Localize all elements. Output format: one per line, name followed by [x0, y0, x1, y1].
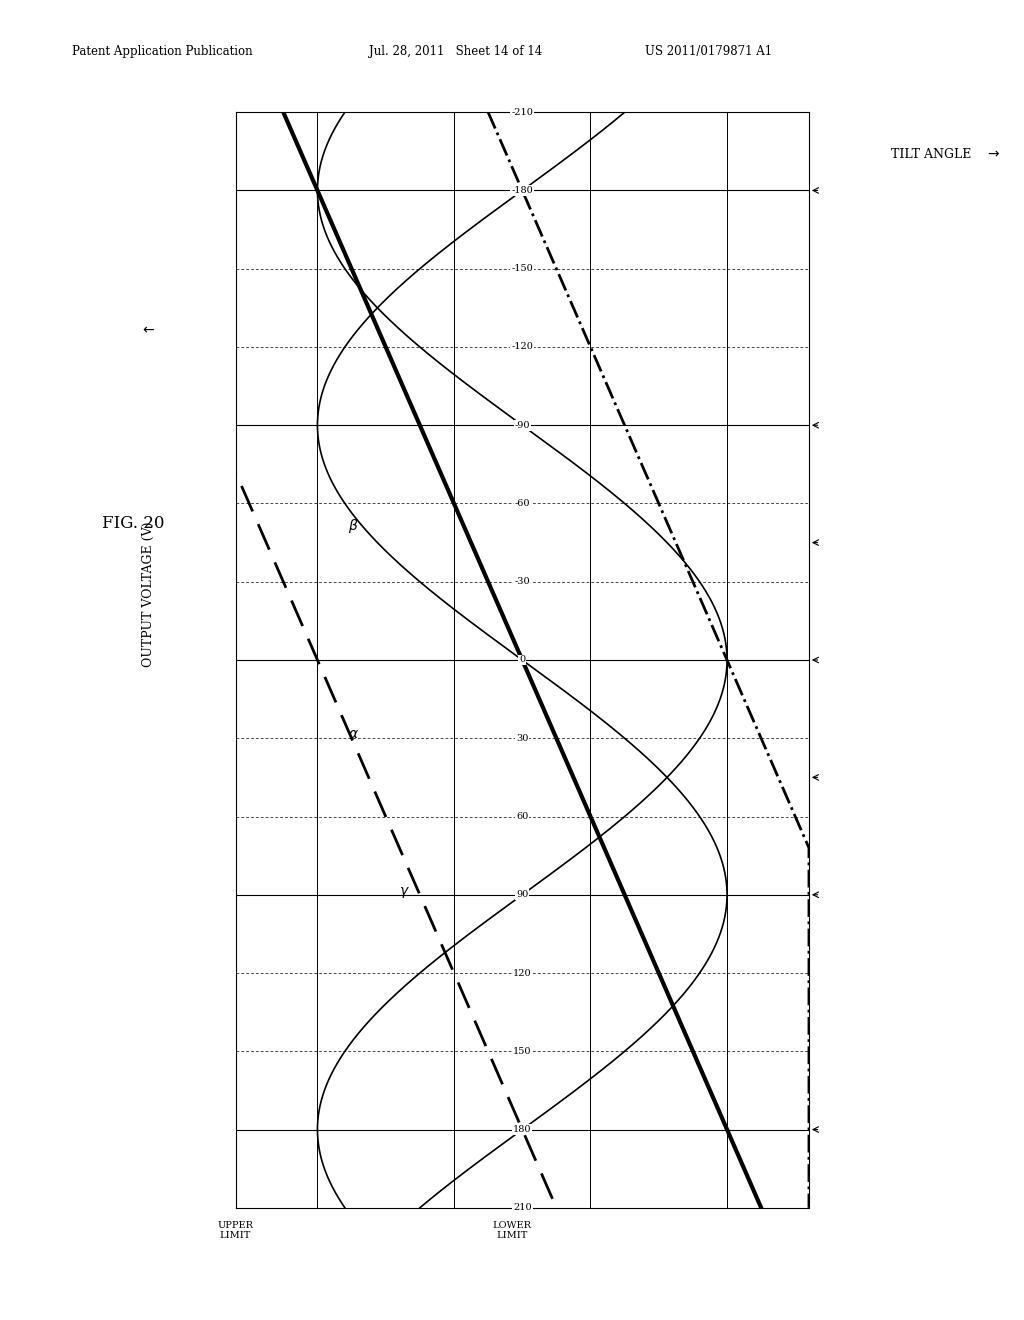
Text: -60: -60 [514, 499, 530, 508]
Text: -210: -210 [511, 108, 534, 116]
Text: 0: 0 [519, 656, 525, 664]
Text: -120: -120 [511, 342, 534, 351]
Text: $\beta$: $\beta$ [348, 516, 358, 535]
Text: FIG. 20: FIG. 20 [102, 515, 165, 532]
Text: 180: 180 [513, 1125, 531, 1134]
Text: -90: -90 [514, 421, 530, 430]
Text: 90: 90 [516, 890, 528, 899]
Text: OUTPUT VOLTAGE (V): OUTPUT VOLTAGE (V) [142, 521, 155, 667]
Text: US 2011/0179871 A1: US 2011/0179871 A1 [645, 45, 772, 58]
Text: $\gamma$: $\gamma$ [399, 884, 411, 900]
Text: 150: 150 [513, 1047, 531, 1056]
Text: 60: 60 [516, 812, 528, 821]
Text: 210: 210 [513, 1204, 531, 1212]
Text: -150: -150 [511, 264, 534, 273]
Text: Patent Application Publication: Patent Application Publication [72, 45, 252, 58]
Text: $\alpha$: $\alpha$ [348, 727, 359, 742]
Text: 30: 30 [516, 734, 528, 743]
Text: 120: 120 [513, 969, 531, 978]
Text: LOWER
LIMIT: LOWER LIMIT [493, 1221, 531, 1241]
Text: 210: 210 [513, 1204, 531, 1212]
Text: -30: -30 [514, 577, 530, 586]
Text: ←: ← [142, 323, 155, 337]
Text: UPPER
LIMIT: UPPER LIMIT [217, 1221, 254, 1241]
Text: -180: -180 [511, 186, 534, 195]
Text: Jul. 28, 2011   Sheet 14 of 14: Jul. 28, 2011 Sheet 14 of 14 [369, 45, 542, 58]
Text: →: → [987, 148, 999, 161]
Text: TILT ANGLE: TILT ANGLE [891, 148, 971, 161]
